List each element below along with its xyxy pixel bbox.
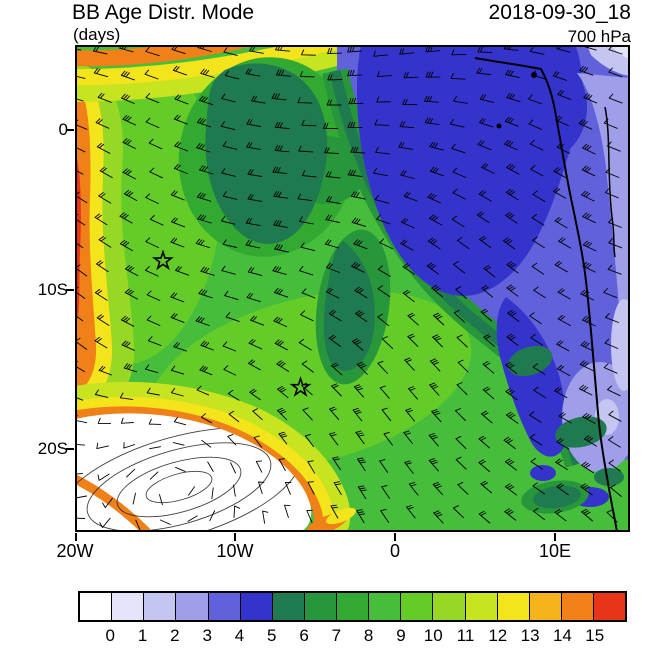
colorbar-cell-8 — [337, 593, 370, 620]
colorbar-tick-label: 4 — [234, 626, 245, 645]
colorbar-cell-11 — [433, 593, 466, 620]
field-region — [533, 485, 581, 509]
colorbar-cell-12 — [465, 593, 498, 620]
colorbar-cell-16 — [594, 593, 626, 620]
colorbar-labels: 0 1 2 3 4 5 6 7 8 9 10 11 12 13 14 15 — [78, 626, 627, 648]
field-region — [611, 45, 630, 59]
field-region — [594, 468, 624, 486]
lon-tick-label-20w: 20W — [56, 541, 94, 561]
lat-tick-label-10s: 10S — [37, 280, 68, 299]
colorbar-cell-0 — [80, 593, 113, 620]
field-band — [75, 406, 323, 532]
lon-tick-label-10e: 10E — [538, 541, 572, 561]
field-region — [530, 465, 556, 481]
coastline — [474, 57, 618, 532]
field-region — [496, 297, 566, 457]
colorbar-tick-label: 7 — [331, 626, 342, 645]
field-region — [325, 507, 357, 525]
colorbar-tick-label: 9 — [396, 626, 406, 645]
coastline-detail — [604, 106, 616, 258]
marker-layer — [152, 249, 312, 397]
colorbar — [78, 591, 627, 622]
lon-tick-label-0: 0 — [389, 541, 400, 561]
field-band — [75, 473, 151, 532]
colorbar-cells — [80, 593, 626, 620]
axis-ticks — [66, 129, 556, 541]
colorbar-tick-label: 1 — [137, 626, 148, 645]
colorbar-cell-4 — [208, 593, 241, 620]
colorbar-cell-10 — [401, 593, 434, 620]
colorbar-cell-14 — [529, 593, 562, 620]
units-label: (days) — [73, 25, 121, 44]
colorbar-tick-label: 8 — [363, 626, 374, 645]
colorbar-tick-label: 10 — [423, 626, 443, 645]
field-band — [75, 45, 378, 102]
colorbar-cell-2 — [144, 593, 177, 620]
wind-barb-layer — [75, 45, 623, 532]
star-marker — [152, 249, 174, 271]
colorbar-tick-label: 13 — [520, 626, 540, 645]
colorbar-tick-label: 2 — [170, 626, 180, 645]
colorbar-cell-13 — [497, 593, 530, 620]
wind-barbs — [75, 45, 623, 532]
colorbar-tick-label: 12 — [488, 626, 508, 645]
field-region — [507, 345, 553, 377]
colorbar-cell-15 — [561, 593, 594, 620]
lat-tick-label-0: 0 — [58, 120, 68, 139]
colorbar-tick-label: 5 — [267, 626, 277, 645]
colorbar-cell-7 — [304, 593, 337, 620]
colorbar-tick-label: 0 — [105, 626, 116, 645]
lon-tick-label-10w: 10W — [216, 541, 254, 561]
field-region — [611, 299, 630, 391]
field-band — [75, 45, 259, 67]
colorbar-cell-9 — [369, 593, 402, 620]
colorbar-cell-3 — [176, 593, 209, 620]
colorbar-cell-1 — [112, 593, 145, 620]
island-sao-tome — [496, 123, 502, 129]
field-layer — [75, 45, 630, 532]
colorbar-tick-label: 3 — [202, 626, 212, 645]
field-region — [577, 73, 630, 402]
lat-tick-label-20s: 20S — [37, 439, 68, 458]
page-title: BB Age Distr. Mode — [72, 1, 255, 24]
field-band — [75, 45, 354, 86]
field-region — [555, 416, 607, 448]
map-frame — [75, 45, 630, 532]
datetime-label: 2018-09-30_18 — [488, 1, 631, 24]
field-region — [323, 241, 375, 371]
colorbar-cell-6 — [272, 593, 305, 620]
colorbar-tick-label: 14 — [552, 626, 572, 645]
level-label: 700 hPa — [567, 27, 631, 46]
map — [66, 45, 630, 541]
colorbar-cell-5 — [240, 593, 273, 620]
field-region — [75, 79, 97, 392]
colorbar-tick-label: 6 — [299, 626, 309, 645]
colorbar-tick-label: 15 — [585, 626, 605, 645]
anticyclone-core-region — [75, 413, 312, 532]
star-marker — [289, 375, 312, 397]
colorbar-tick-label: 11 — [456, 626, 475, 645]
field-region — [503, 55, 587, 159]
